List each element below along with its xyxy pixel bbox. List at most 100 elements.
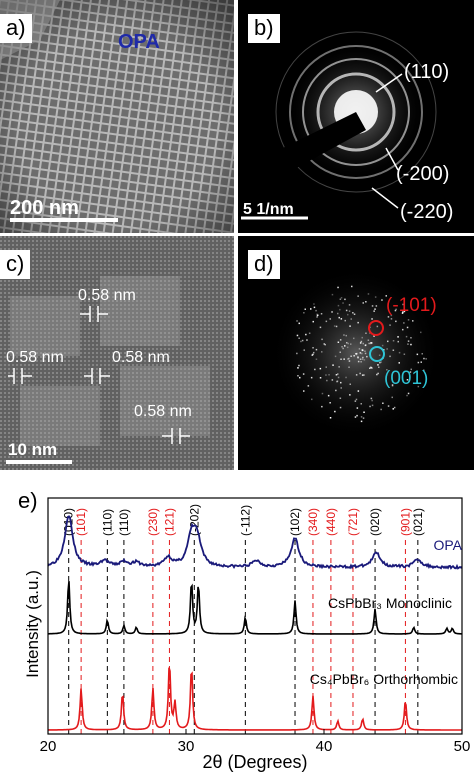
fft-speckle-dot — [387, 316, 390, 318]
panel-e-xrd-chart: (010) (101) (110) (110) (230) (121) (-202) (-11… — [0, 474, 474, 774]
fft-speckle-dot — [407, 392, 410, 395]
fft-speckle-dot — [370, 342, 373, 344]
fft-speckle-dot — [358, 348, 361, 350]
ring-label: (-200) — [396, 163, 449, 185]
fft-speckle-dot — [337, 341, 340, 343]
fft-speckle-dot — [406, 379, 409, 381]
fft-speckle-dot — [423, 357, 425, 360]
scale-bar-label: 5 1/nm — [243, 201, 294, 218]
fft-speckle-dot — [362, 417, 365, 419]
fft-speckle-dot — [298, 337, 300, 339]
fft-speckle-dot — [313, 306, 316, 309]
fft-speckle-dot — [355, 353, 358, 356]
fft-speckle-dot — [321, 351, 323, 353]
fft-speckle-dot — [395, 320, 397, 323]
fft-speckle-dot — [421, 353, 423, 355]
fft-speckle-dot — [366, 355, 368, 358]
fft-speckle-dot — [320, 313, 323, 315]
fft-speckle-dot — [394, 309, 397, 312]
fft-speckle-dot — [310, 376, 313, 379]
fft-speckle-dot — [331, 311, 333, 313]
fft-speckle-dot — [371, 305, 374, 307]
reflection-label: (110) — [117, 509, 131, 536]
fft-speckle-dot — [374, 296, 377, 298]
fft-speckle-dot — [410, 368, 412, 371]
series-label-opa: OPA — [433, 537, 462, 553]
fft-speckle-dot — [349, 325, 351, 327]
fft-speckle-dot — [410, 337, 412, 339]
fft-speckle-dot — [373, 310, 375, 312]
fft-speckle-dot — [420, 331, 422, 334]
fft-speckle-dot — [298, 322, 300, 325]
fft-speckle-dot — [340, 318, 343, 320]
spot-label-red: (-101) — [386, 295, 437, 316]
fft-speckle-dot — [340, 358, 342, 360]
fft-speckle-dot — [378, 354, 381, 356]
series-label-orthorhombic: Cs₄PbBr₆ Orthorhombic — [310, 671, 458, 687]
fft-speckle-dot — [397, 340, 399, 343]
fft-speckle-dot — [362, 349, 364, 352]
fft-speckle-dot — [353, 313, 356, 315]
fft-speckle-dot — [327, 394, 330, 397]
fft-speckle-dot — [393, 406, 396, 409]
fft-speckle-dot — [363, 359, 366, 361]
fft-speckle-dot — [356, 352, 358, 355]
fft-speckle-dot — [363, 374, 365, 376]
x-tick-label: 30 — [178, 738, 195, 755]
fft-speckle-dot — [296, 334, 299, 337]
fft-speckle-dot — [319, 377, 322, 379]
reflection-label: (901) — [398, 508, 412, 536]
fft-speckle-dot — [325, 374, 327, 376]
fft-speckle-dot — [386, 348, 388, 350]
fft-speckle-dot — [390, 314, 393, 317]
fft-speckle-dot — [398, 362, 400, 364]
fft-speckle-dot — [310, 308, 312, 310]
fft-speckle-dot — [300, 340, 302, 343]
fft-speckle-dot — [377, 372, 379, 375]
fft-speckle-dot — [349, 394, 351, 396]
fft-speckle-dot — [390, 318, 393, 320]
fft-speckle-dot — [313, 303, 315, 305]
fft-speckle-dot — [341, 346, 343, 348]
fft-speckle-dot — [387, 340, 389, 343]
ring-label: (-220) — [400, 201, 453, 223]
fft-speckle-dot — [356, 414, 358, 417]
fft-speckle-dot — [407, 343, 409, 345]
fft-speckle-dot — [357, 295, 359, 297]
fft-speckle-dot — [369, 405, 371, 408]
fft-speckle-dot — [406, 326, 409, 329]
y-axis-label: Intensity (a.u.) — [23, 570, 42, 678]
reflection-label: (101) — [74, 508, 88, 536]
fft-speckle-dot — [338, 366, 340, 368]
fft-speckle-dot — [299, 376, 301, 379]
fft-speckle-dot — [391, 396, 393, 399]
diffraction-pattern: 5 1/nm (110) (-200) (-220) — [238, 31, 453, 223]
fft-speckle-dot — [359, 342, 362, 344]
fft-speckle-dot — [360, 340, 363, 343]
fft-speckle-dot — [319, 326, 322, 329]
fft-speckle-dot — [380, 408, 382, 411]
fft-speckle-dot — [343, 358, 345, 360]
fft-speckle-dot — [338, 316, 340, 319]
fft-speckle-dot — [342, 347, 344, 350]
fft-speckle-dot — [306, 339, 308, 341]
fft-speckle-dot — [417, 385, 420, 388]
fft-speckle-dot — [374, 308, 376, 310]
spacing-label: 0.58 nm — [78, 287, 136, 304]
fft-speckle-dot — [334, 410, 336, 413]
fft-speckle-dot — [348, 310, 351, 312]
fft-speckle-dot — [369, 367, 371, 369]
fft-speckle-dot — [354, 416, 357, 418]
fft-speckle-dot — [328, 374, 330, 376]
fft-speckle-dot — [361, 352, 363, 355]
fft-speckle-dot — [344, 319, 346, 322]
fft-speckle-dot — [348, 366, 350, 368]
reflection-label: (721) — [346, 508, 360, 536]
fft-speckle-dot — [359, 358, 362, 360]
tem-nanocube-image: 200 nm OPA — [0, 0, 234, 233]
fft-speckle-dot — [362, 302, 364, 304]
ring-arrow — [371, 187, 399, 209]
fft-speckle-dot — [386, 369, 388, 371]
fft-speckle-dot — [368, 342, 370, 345]
fft-speckle-dot — [326, 379, 328, 382]
